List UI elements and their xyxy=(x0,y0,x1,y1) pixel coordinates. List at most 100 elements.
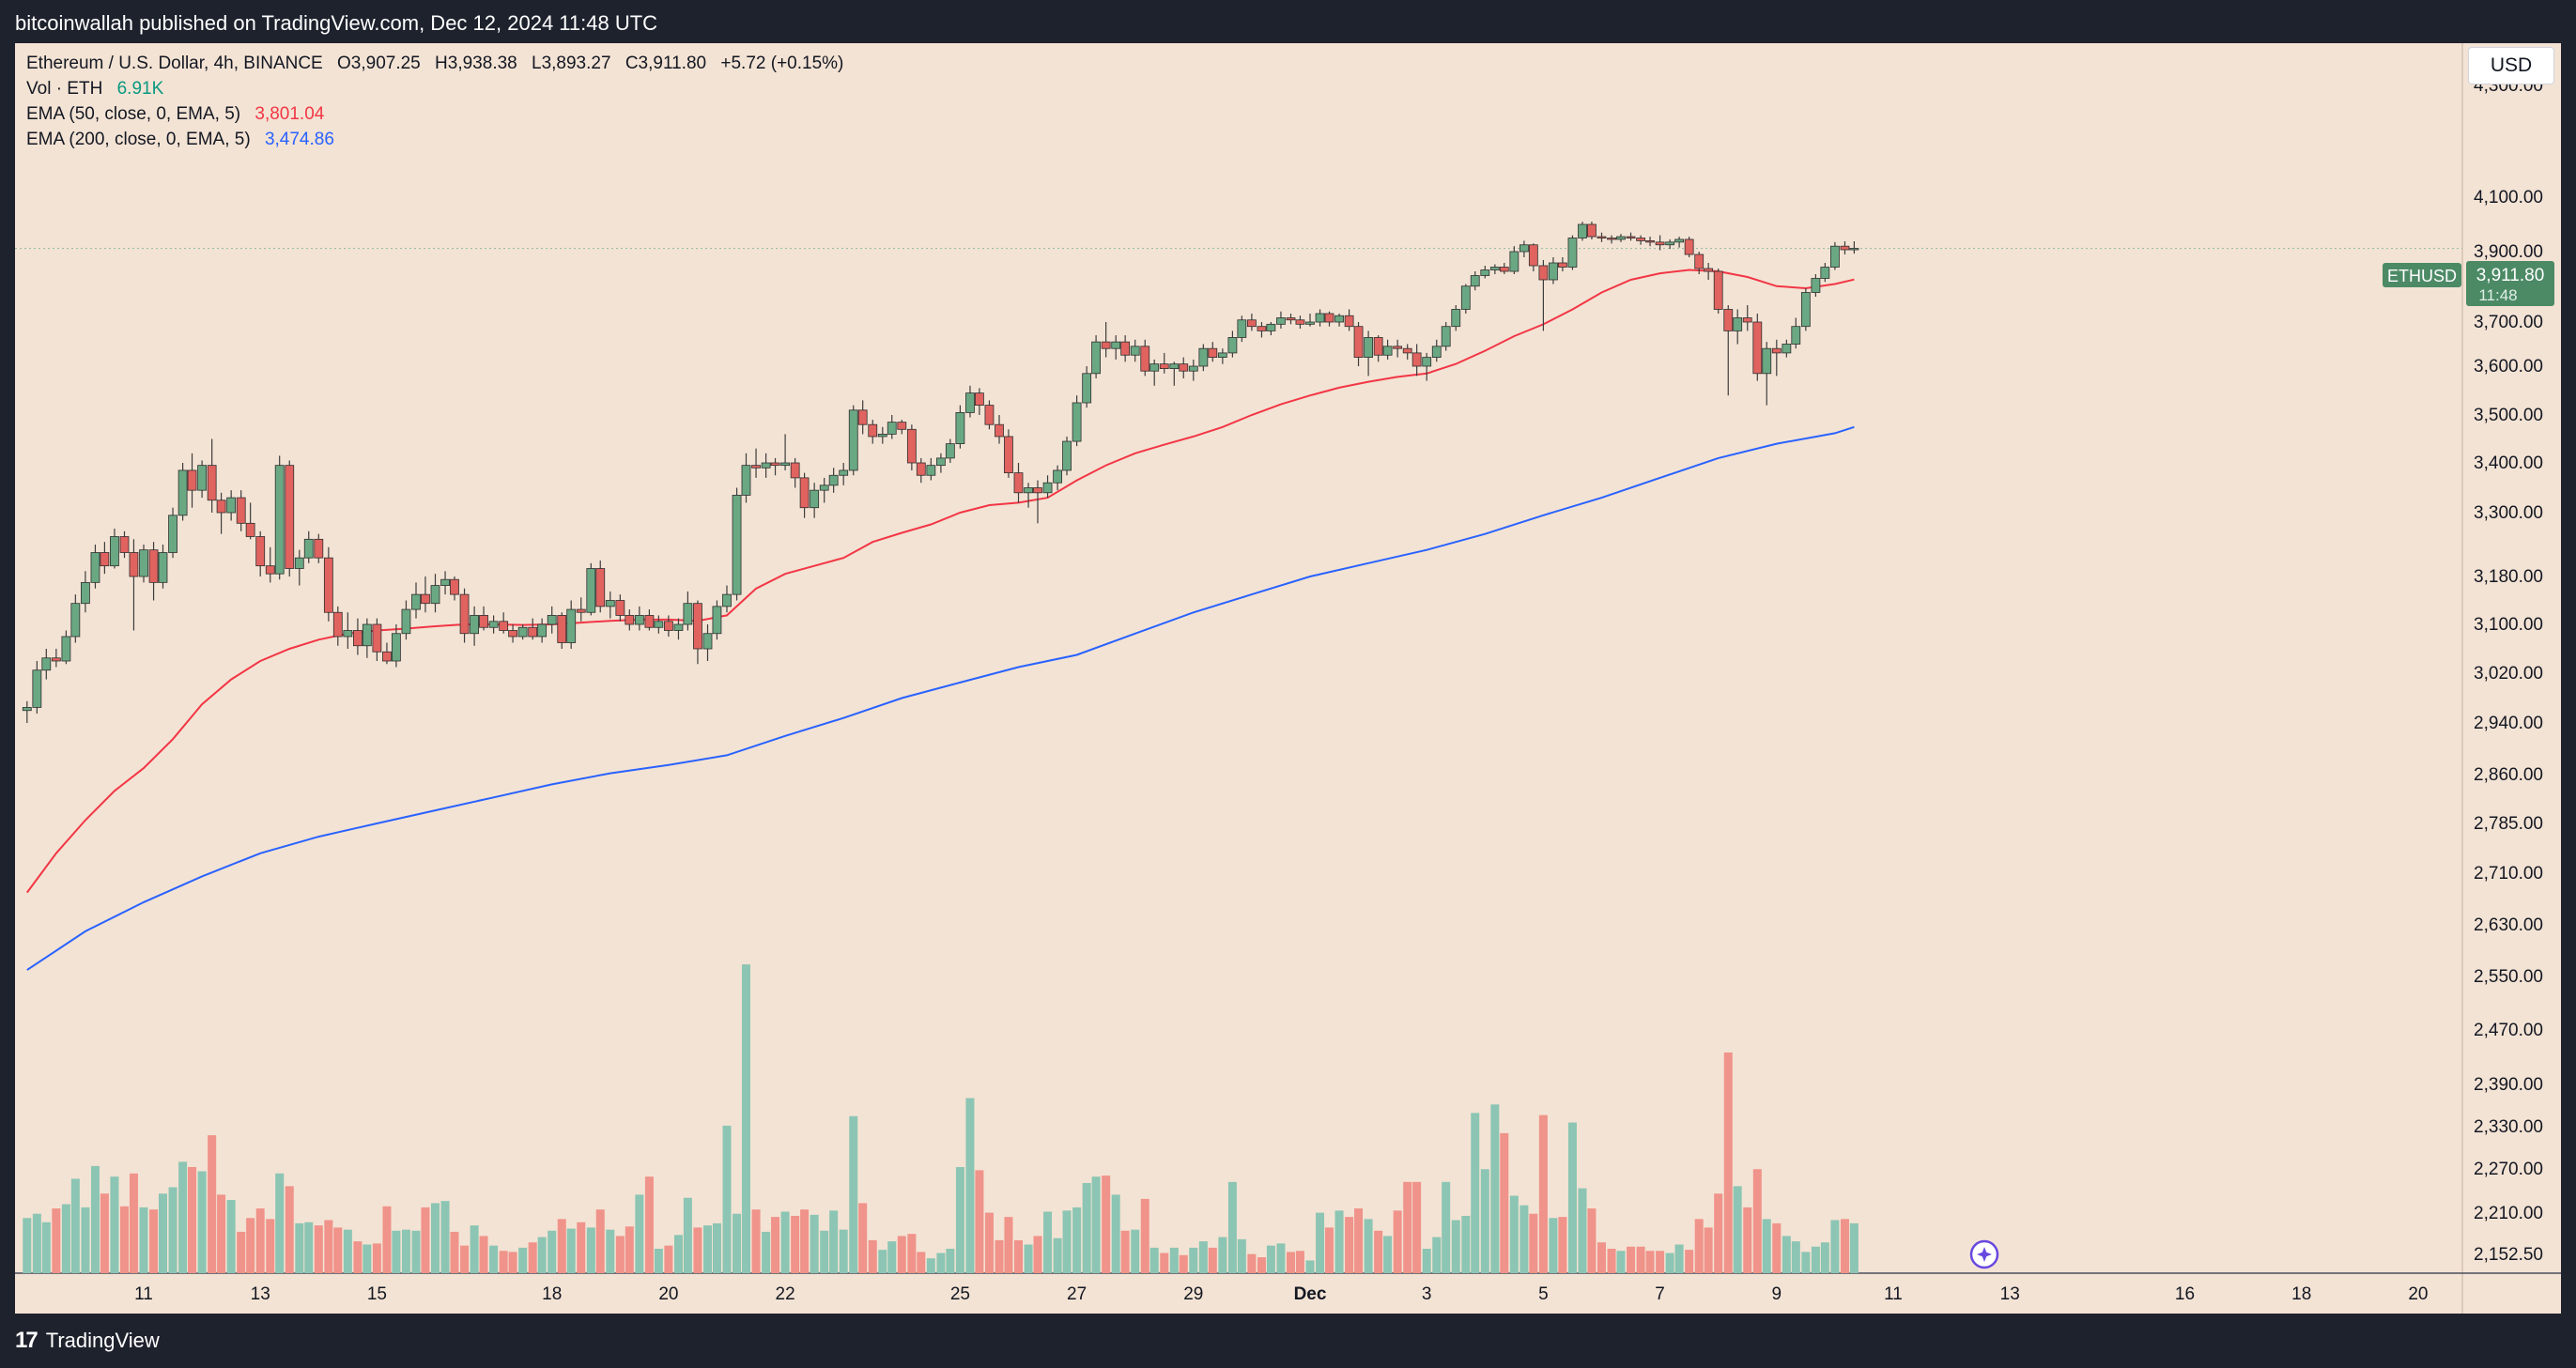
volume-bar xyxy=(158,1193,167,1273)
volume-bar xyxy=(1247,1253,1257,1273)
candle xyxy=(1208,342,1218,362)
volume-bar xyxy=(1334,1210,1344,1273)
volume-bar xyxy=(791,1215,800,1273)
publisher-header: bitcoinwallah published on TradingView.c… xyxy=(0,0,2576,43)
volume-bar xyxy=(1257,1257,1266,1273)
volume-bar xyxy=(382,1206,392,1273)
candle xyxy=(625,609,635,631)
volume-bar xyxy=(975,1170,984,1273)
candle xyxy=(255,530,266,576)
volume-bar xyxy=(246,1218,255,1273)
candle xyxy=(712,600,722,640)
price-tick-label: 2,860.00 xyxy=(2474,765,2543,785)
tradingview-logo[interactable]: 17 TradingView xyxy=(15,1328,160,1354)
candle xyxy=(139,545,148,583)
volume-bar xyxy=(188,1167,197,1273)
volume-bar xyxy=(285,1186,294,1273)
candle xyxy=(1499,263,1509,274)
candle xyxy=(314,533,324,563)
candle xyxy=(1344,309,1354,331)
volume-bar xyxy=(849,1115,858,1273)
candle xyxy=(634,606,644,631)
replay-icon[interactable] xyxy=(1969,1239,1999,1269)
ohlc-open: O3,907.25 xyxy=(337,54,421,73)
time-tick-label: 11 xyxy=(1884,1284,1903,1304)
time-tick-label: 13 xyxy=(251,1284,270,1304)
candle xyxy=(1733,309,1743,345)
volume-bar xyxy=(1801,1252,1811,1273)
volume-bar xyxy=(693,1227,702,1273)
time-tick-label: 13 xyxy=(2000,1284,2020,1304)
candle xyxy=(537,618,548,643)
candle xyxy=(790,457,800,488)
candle xyxy=(61,630,71,665)
volume-bar xyxy=(965,1098,975,1273)
candle xyxy=(1782,339,1792,358)
volume-bar xyxy=(1578,1188,1587,1273)
candle xyxy=(1305,314,1315,327)
volume-bar xyxy=(936,1253,946,1273)
candle xyxy=(1024,483,1033,508)
candle xyxy=(1636,235,1646,245)
volume-bar xyxy=(1840,1219,1849,1273)
candle xyxy=(187,453,197,508)
candle xyxy=(1655,235,1665,251)
candle xyxy=(421,576,430,613)
volume-bar xyxy=(1393,1210,1402,1273)
candle xyxy=(722,585,732,613)
candle xyxy=(566,600,577,649)
candle xyxy=(430,574,440,613)
candle xyxy=(1072,395,1082,447)
candle xyxy=(51,649,61,668)
candle xyxy=(372,618,382,661)
candle xyxy=(32,661,42,715)
volume-bar xyxy=(178,1161,188,1273)
price-tick-label: 3,900.00 xyxy=(2474,242,2543,262)
volume-bar xyxy=(897,1236,906,1273)
chart-legend: Ethereum / U.S. Dollar, 4h, BINANCE O3,9… xyxy=(26,51,843,152)
volume-bar xyxy=(537,1237,547,1273)
chart-panel[interactable] xyxy=(15,43,2561,1314)
candle xyxy=(81,571,90,613)
candle xyxy=(887,415,897,439)
volume-row: Vol · ETH 6.91K xyxy=(26,76,843,101)
volume-bar xyxy=(548,1230,557,1273)
volume-bar xyxy=(1519,1205,1529,1273)
candle xyxy=(177,463,188,521)
price-tick-label: 2,470.00 xyxy=(2474,1021,2543,1040)
volume-bar xyxy=(703,1225,713,1273)
volume-bar xyxy=(1062,1210,1072,1273)
candlesticks xyxy=(22,222,1859,723)
volume-bar xyxy=(1490,1104,1500,1273)
candle xyxy=(1179,357,1189,378)
candle xyxy=(857,400,868,435)
price-tick-label: 2,210.00 xyxy=(2474,1204,2543,1223)
volume-bar xyxy=(226,1200,236,1273)
time-tick-label: 5 xyxy=(1538,1284,1549,1304)
symbol-tag-text: ETHUSD xyxy=(2387,267,2457,285)
candle xyxy=(226,490,237,521)
candle xyxy=(391,624,401,668)
candle xyxy=(1188,359,1198,381)
volume-bar xyxy=(1791,1241,1800,1273)
currency-button[interactable]: USD xyxy=(2468,47,2554,85)
volume-bar xyxy=(110,1176,119,1273)
volume-bar xyxy=(1169,1247,1179,1273)
volume-bar xyxy=(722,1125,732,1273)
candle xyxy=(1684,237,1694,257)
volume-bar xyxy=(1091,1176,1101,1273)
ema50-row: EMA (50, close, 0, EMA, 5) 3,801.04 xyxy=(26,101,843,127)
candle xyxy=(245,502,255,540)
volume-bar xyxy=(1461,1215,1471,1273)
volume-bar xyxy=(1383,1236,1393,1273)
candle xyxy=(1053,465,1063,491)
volume-bar xyxy=(90,1165,100,1273)
candle xyxy=(984,400,995,430)
candle xyxy=(995,415,1004,444)
candle xyxy=(1013,463,1024,503)
candle xyxy=(158,545,168,589)
volume-bar xyxy=(1509,1195,1519,1273)
candle xyxy=(440,571,450,595)
volume-bar xyxy=(839,1229,848,1273)
